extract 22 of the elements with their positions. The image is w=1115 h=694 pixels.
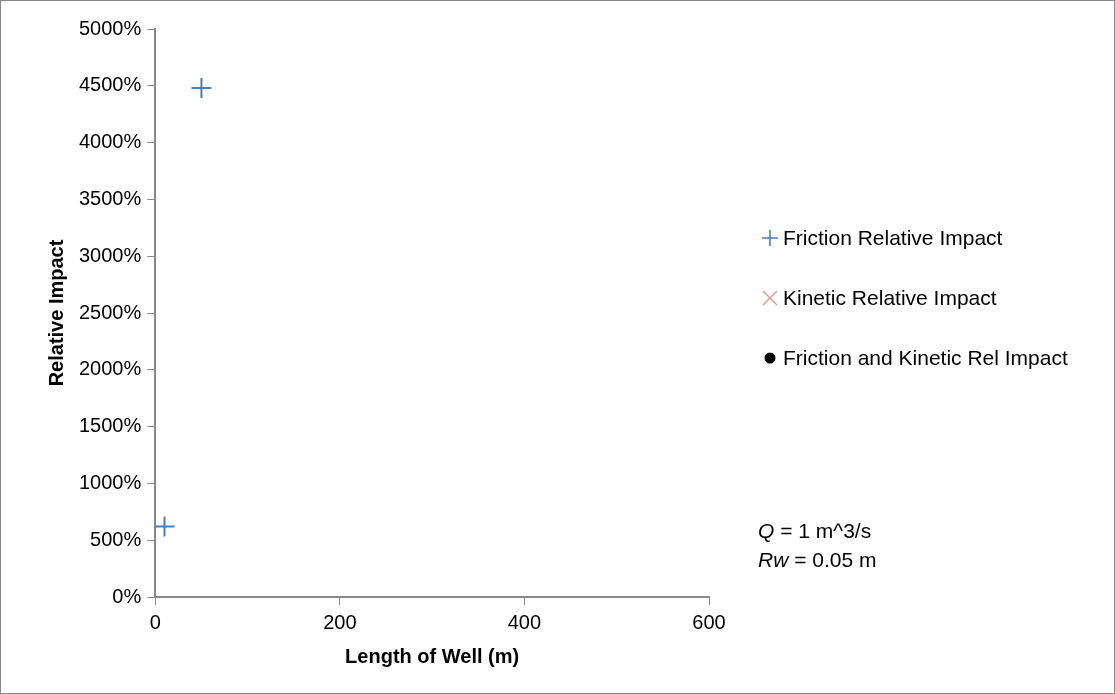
x-tick-label: 600 [692, 610, 726, 633]
text: Q = 1 m^3/s [758, 518, 873, 544]
y-tick-label: 1000% [78, 470, 142, 493]
y-tick-label: 5000% [78, 16, 142, 39]
legend-label: Friction and Kinetic Rel Impact [783, 345, 1068, 371]
y-tick-label: 4000% [78, 130, 142, 153]
y-tick-label: 3500% [78, 186, 142, 209]
text: Rw = 0.05 m [758, 547, 877, 573]
x-axis-title: Length of Well (m) [345, 644, 520, 667]
y-tick-label: 500% [90, 527, 142, 550]
y-tick-label: 2500% [78, 300, 142, 323]
y-tick-label: 3000% [78, 243, 142, 266]
x-tick-label: 200 [323, 610, 357, 633]
y-tick-label: 2000% [78, 357, 142, 380]
x-tick-label: 0 [149, 610, 161, 633]
y-axis-title: Relative Impact [44, 239, 67, 387]
legend-label: Kinetic Relative Impact [783, 285, 997, 311]
y-tick-label: 1500% [78, 414, 142, 437]
y-tick-label: 0% [112, 584, 142, 607]
y-tick-label: 4500% [78, 73, 142, 96]
x-tick-label: 400 [507, 610, 542, 633]
legend-label: Friction Relative Impact [783, 225, 1003, 251]
